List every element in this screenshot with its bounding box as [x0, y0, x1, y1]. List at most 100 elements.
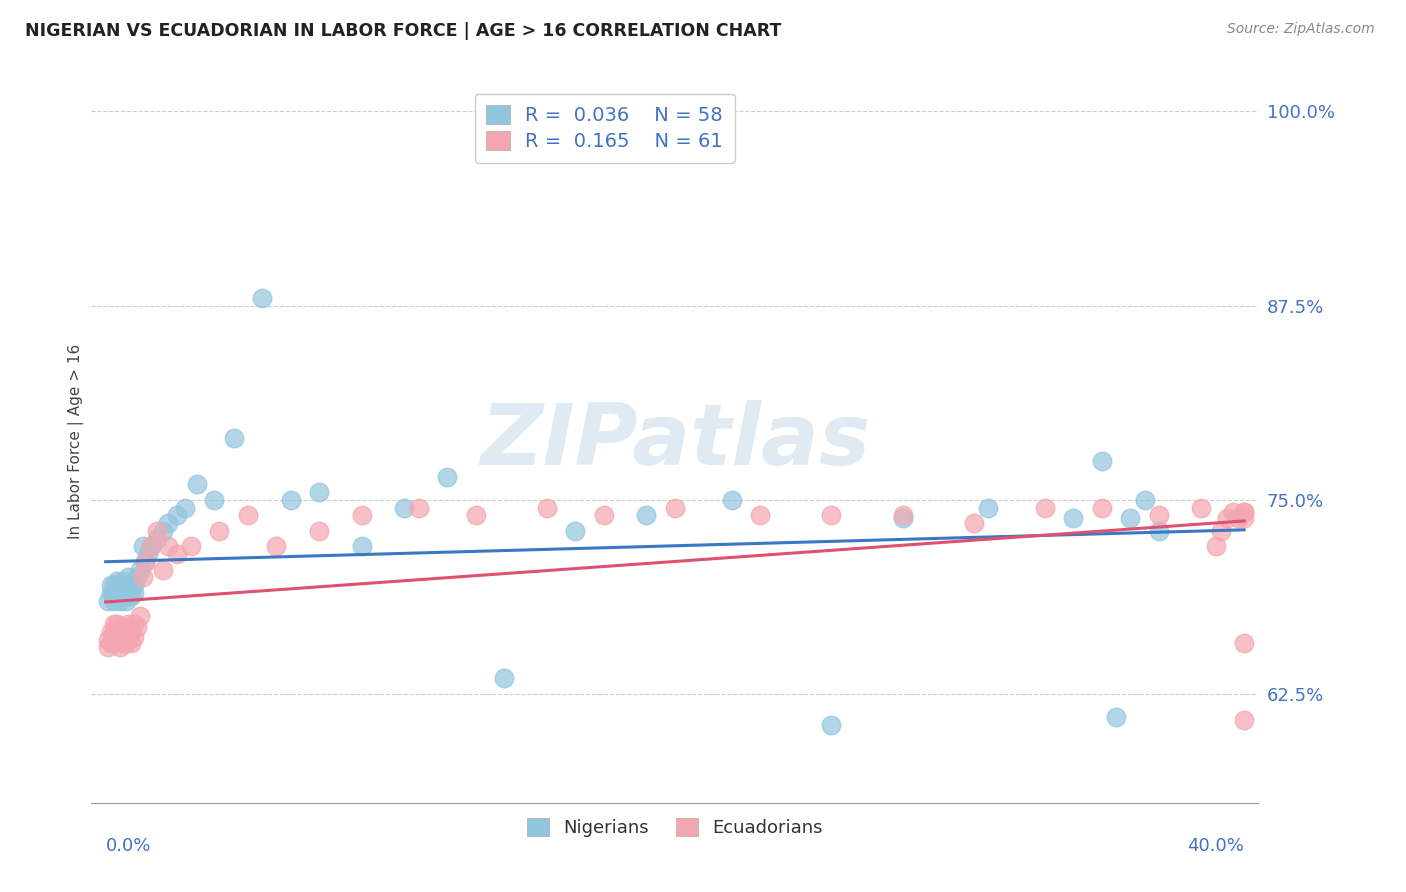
Point [108, 578, 131, 592]
Point [103, 578, 125, 592]
Point [536, 500, 558, 515]
Point [120, 589, 142, 603]
Point [464, 508, 486, 523]
Point [1105, 710, 1128, 724]
Point [208, 524, 231, 538]
Point [1091, 454, 1114, 468]
Point [111, 582, 134, 597]
Point [120, 624, 142, 639]
Point [103, 624, 125, 639]
Point [592, 508, 614, 523]
Text: 40.0%: 40.0% [1187, 837, 1244, 855]
Point [1119, 511, 1142, 525]
Point [128, 609, 150, 624]
Point [1216, 511, 1239, 525]
Point [122, 630, 145, 644]
Point [408, 500, 430, 515]
Point [105, 632, 128, 647]
Point [120, 636, 142, 650]
Point [166, 547, 188, 561]
Point [125, 570, 148, 584]
Point [820, 718, 842, 732]
Point [108, 640, 131, 655]
Point [117, 570, 139, 584]
Point [564, 524, 586, 538]
Point [664, 500, 686, 515]
Point [141, 540, 163, 554]
Point [266, 540, 288, 554]
Point [97, 632, 120, 647]
Point [103, 586, 125, 600]
Point [749, 508, 772, 523]
Point [111, 574, 134, 588]
Point [1091, 500, 1114, 515]
Point [108, 594, 131, 608]
Point [114, 586, 136, 600]
Text: ZIPatlas: ZIPatlas [479, 400, 870, 483]
Point [136, 547, 159, 561]
Point [122, 586, 145, 600]
Point [111, 624, 134, 639]
Point [97, 594, 120, 608]
Point [152, 563, 174, 577]
Point [114, 632, 136, 647]
Point [117, 589, 139, 603]
Point [636, 508, 658, 523]
Point [105, 617, 128, 632]
Point [108, 586, 131, 600]
Point [1033, 500, 1056, 515]
Point [250, 291, 273, 305]
Point [1211, 524, 1233, 538]
Point [166, 508, 188, 523]
Point [820, 508, 842, 523]
Point [120, 578, 142, 592]
Text: 0.0%: 0.0% [105, 837, 150, 855]
Point [152, 524, 174, 538]
Point [222, 431, 245, 445]
Point [720, 492, 742, 507]
Point [134, 555, 156, 569]
Point [1227, 511, 1250, 525]
Point [100, 636, 122, 650]
Point [111, 589, 134, 603]
Point [350, 540, 373, 554]
Point [105, 574, 128, 588]
Point [157, 516, 180, 530]
Point [1233, 636, 1256, 650]
Point [117, 617, 139, 632]
Point [1133, 492, 1156, 507]
Point [350, 508, 373, 523]
Point [146, 524, 169, 538]
Point [1205, 540, 1227, 554]
Point [114, 620, 136, 634]
Point [280, 492, 302, 507]
Point [1191, 500, 1213, 515]
Point [111, 636, 134, 650]
Point [105, 582, 128, 597]
Point [131, 570, 153, 584]
Point [117, 630, 139, 644]
Point [236, 508, 259, 523]
Point [977, 500, 1000, 515]
Point [308, 524, 330, 538]
Point [494, 672, 516, 686]
Point [117, 582, 139, 597]
Point [891, 511, 914, 525]
Point [1222, 505, 1244, 519]
Point [114, 636, 136, 650]
Point [108, 632, 131, 647]
Point [134, 555, 156, 569]
Point [108, 620, 131, 634]
Point [114, 578, 136, 592]
Point [174, 500, 197, 515]
Point [186, 477, 208, 491]
Point [963, 516, 986, 530]
Text: NIGERIAN VS ECUADORIAN IN LABOR FORCE | AGE > 16 CORRELATION CHART: NIGERIAN VS ECUADORIAN IN LABOR FORCE | … [25, 22, 782, 40]
Point [157, 540, 180, 554]
Point [308, 485, 330, 500]
Point [891, 508, 914, 523]
Point [100, 624, 122, 639]
Point [105, 589, 128, 603]
Point [103, 594, 125, 608]
Point [1233, 714, 1256, 728]
